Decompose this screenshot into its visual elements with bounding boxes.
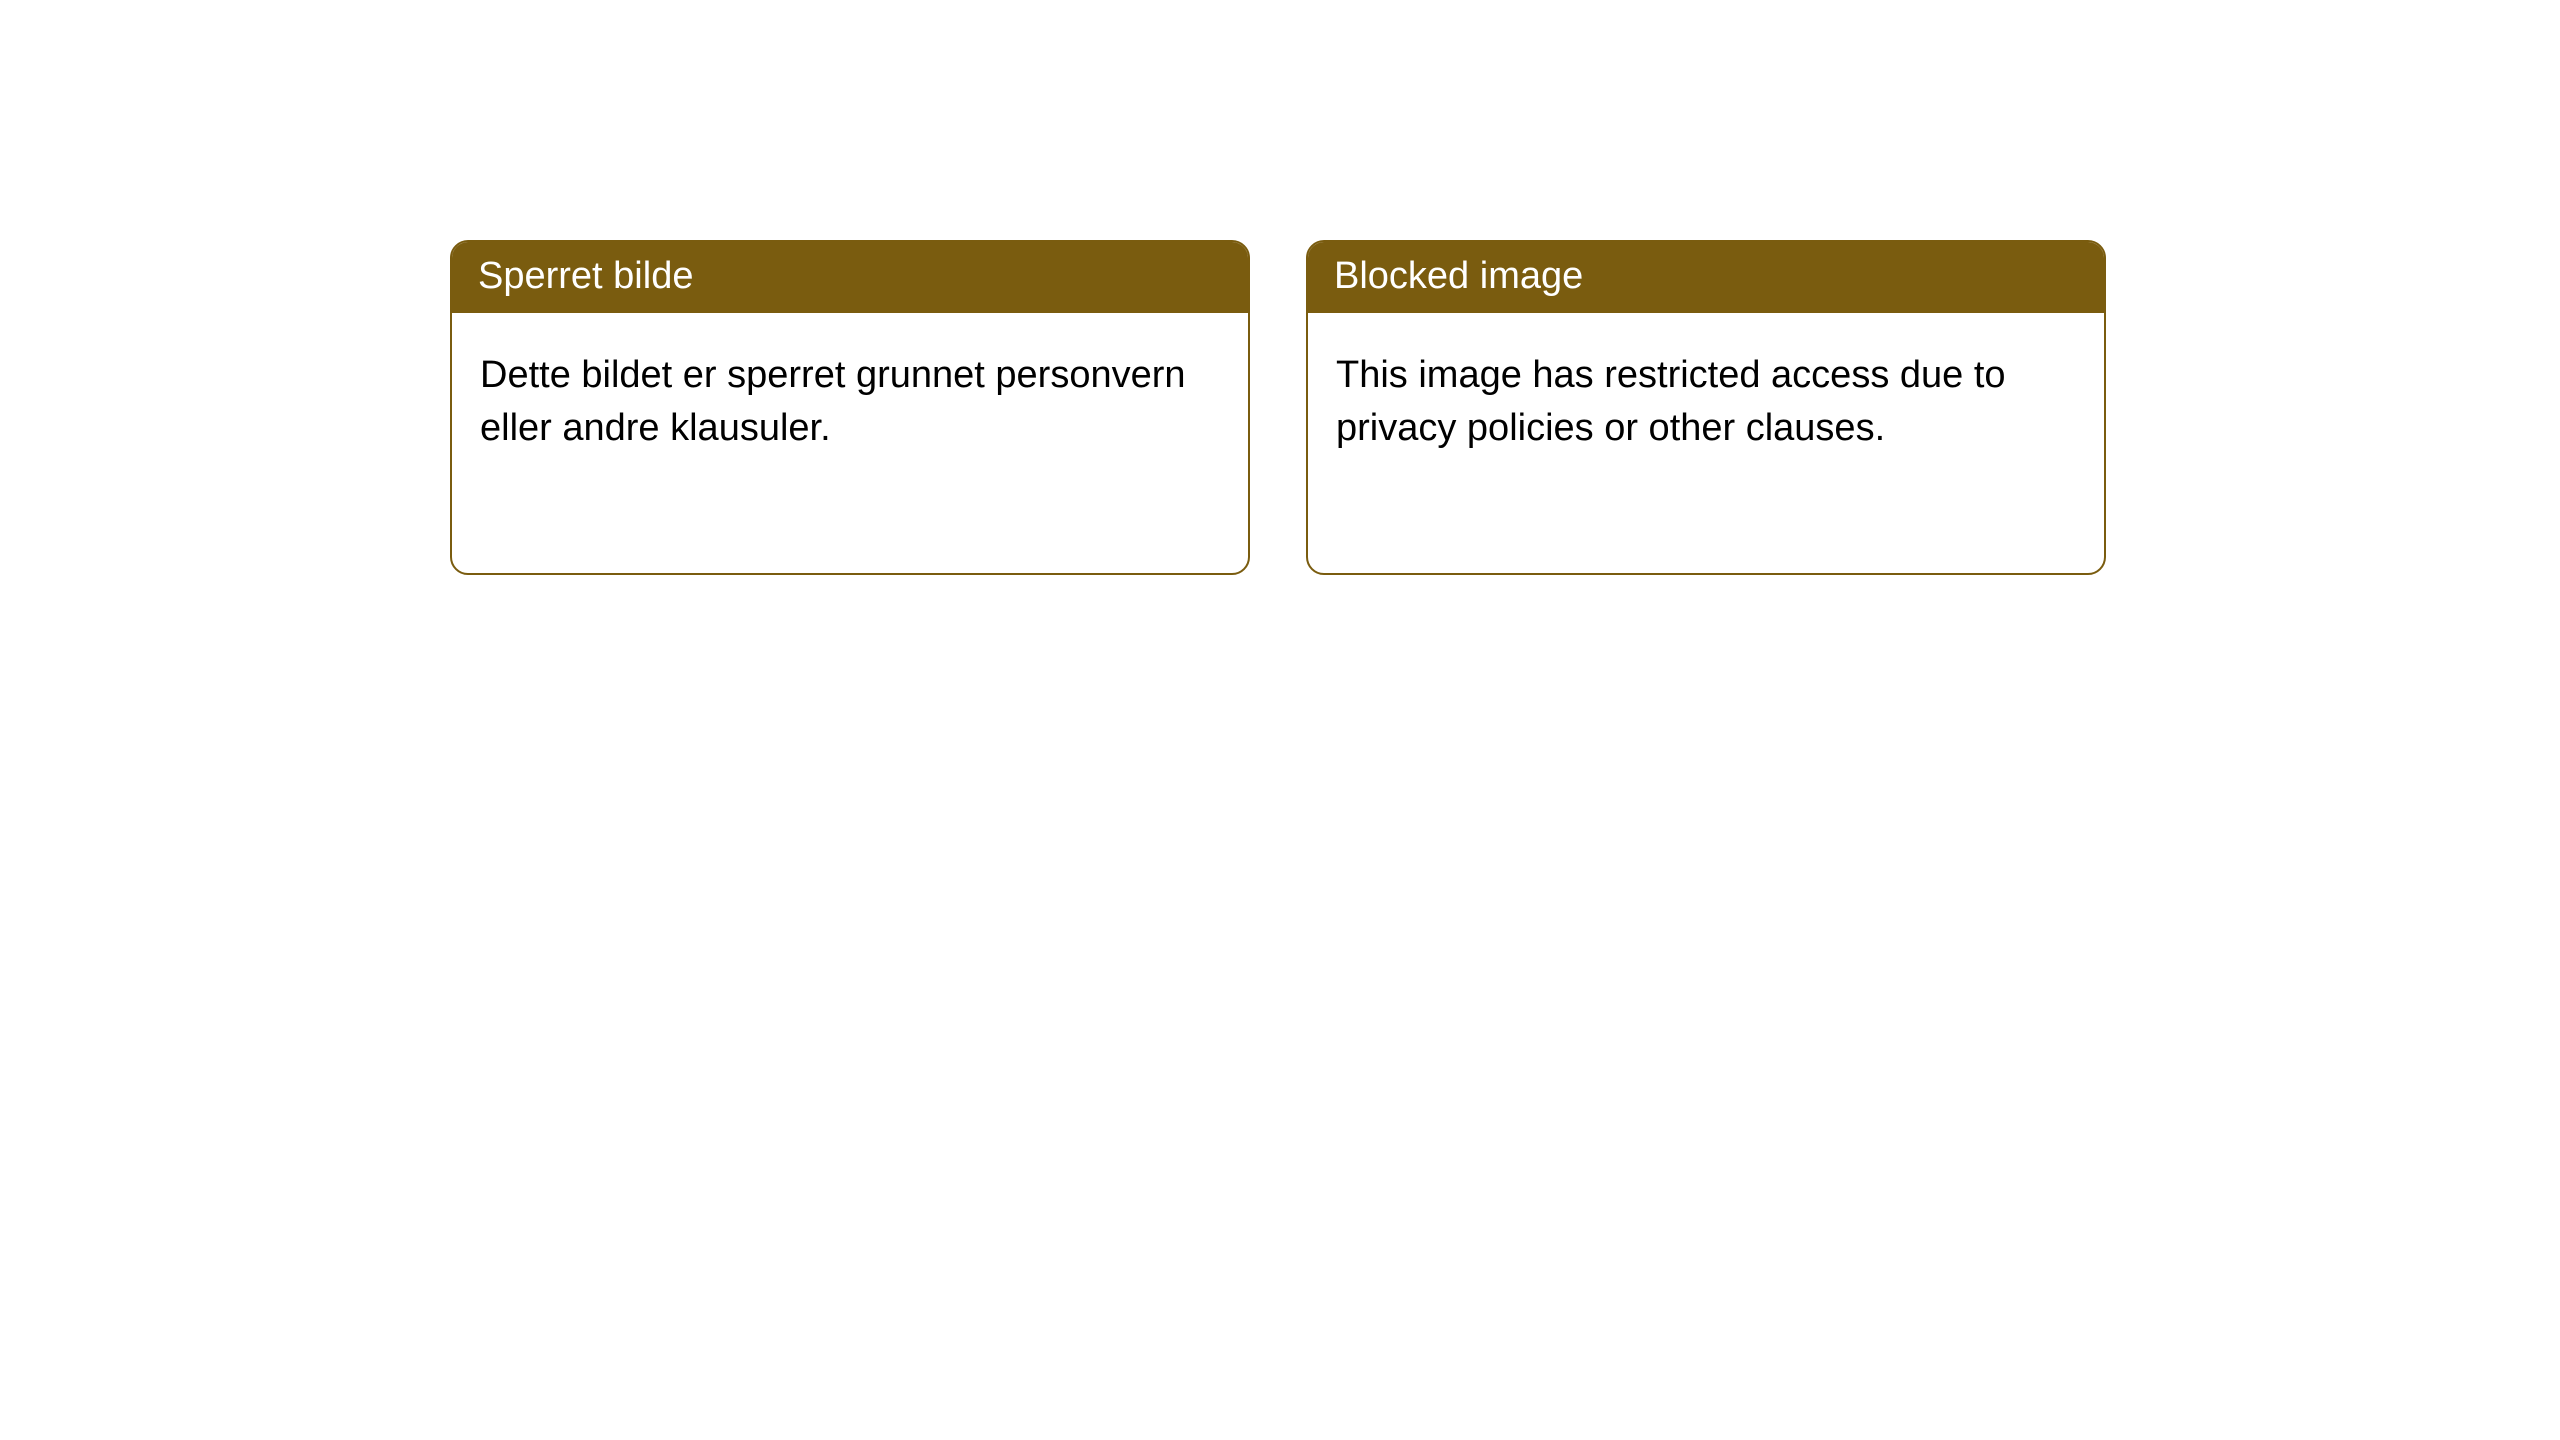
notice-header-norwegian: Sperret bilde bbox=[452, 242, 1248, 313]
notice-body-english: This image has restricted access due to … bbox=[1308, 313, 2104, 573]
notice-header-english: Blocked image bbox=[1308, 242, 2104, 313]
notice-container: Sperret bilde Dette bildet er sperret gr… bbox=[0, 0, 2560, 575]
notice-card-english: Blocked image This image has restricted … bbox=[1306, 240, 2106, 575]
notice-body-norwegian: Dette bildet er sperret grunnet personve… bbox=[452, 313, 1248, 573]
notice-card-norwegian: Sperret bilde Dette bildet er sperret gr… bbox=[450, 240, 1250, 575]
